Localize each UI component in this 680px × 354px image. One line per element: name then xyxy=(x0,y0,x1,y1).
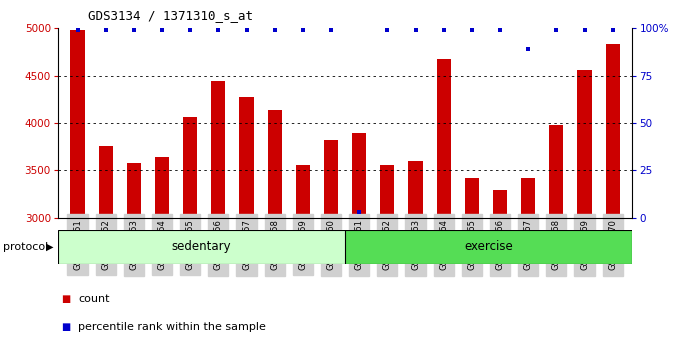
Bar xyxy=(493,190,507,218)
Bar xyxy=(521,178,535,218)
Bar xyxy=(345,230,632,264)
Bar xyxy=(211,81,225,218)
Bar xyxy=(437,59,451,218)
Bar xyxy=(409,161,422,218)
Text: ■: ■ xyxy=(61,294,71,304)
Bar xyxy=(352,133,367,218)
Bar xyxy=(239,97,254,218)
Bar xyxy=(380,165,394,218)
Text: percentile rank within the sample: percentile rank within the sample xyxy=(78,322,266,332)
Bar xyxy=(606,44,619,218)
Bar xyxy=(155,157,169,218)
Text: exercise: exercise xyxy=(464,240,513,253)
Text: protocol: protocol xyxy=(3,242,49,252)
Bar xyxy=(99,146,113,218)
Bar xyxy=(324,140,338,218)
Bar xyxy=(126,163,141,218)
Bar xyxy=(577,70,592,218)
Bar xyxy=(71,30,84,218)
Bar xyxy=(58,230,345,264)
Bar xyxy=(296,165,310,218)
Bar xyxy=(465,178,479,218)
Bar xyxy=(268,110,282,218)
Text: ▶: ▶ xyxy=(46,242,54,252)
Bar xyxy=(549,125,564,218)
Text: sedentary: sedentary xyxy=(171,240,231,253)
Text: GDS3134 / 1371310_s_at: GDS3134 / 1371310_s_at xyxy=(88,9,254,22)
Text: ■: ■ xyxy=(61,322,71,332)
Text: count: count xyxy=(78,294,109,304)
Bar xyxy=(183,117,197,218)
